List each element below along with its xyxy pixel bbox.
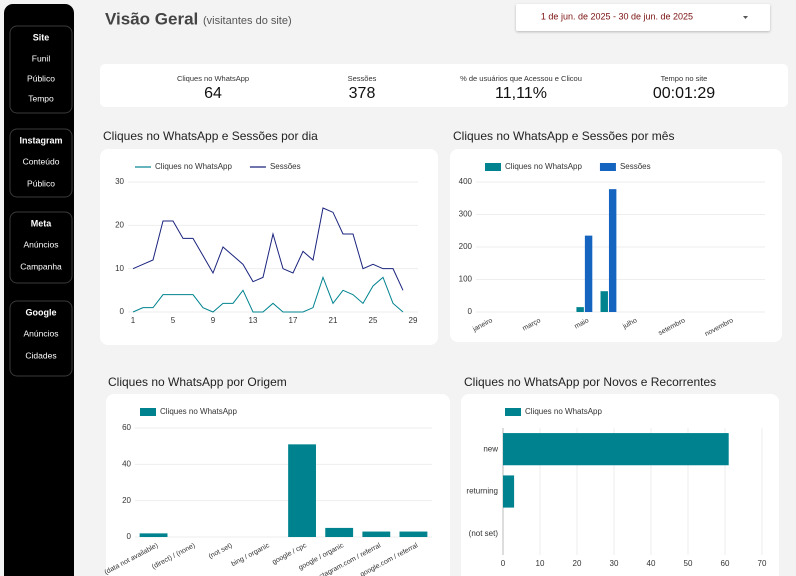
y-tick-label: 100 (459, 275, 473, 284)
y-tick-label: 10 (115, 264, 124, 273)
x-tick-label: 5 (171, 316, 176, 325)
sidebar-link[interactable]: Público (27, 73, 55, 83)
x-tick-label: 25 (369, 316, 378, 325)
chart-title: Cliques no WhatsApp e Sessões por dia (103, 129, 318, 143)
kpi-value: 00:01:29 (653, 85, 715, 102)
y-tick-label: 20 (122, 496, 131, 505)
bar (608, 189, 617, 312)
chart-title: Cliques no WhatsApp e Sessões por mês (453, 129, 674, 143)
x-tick-label: 9 (211, 316, 216, 325)
kpi-label: % de usuários que Acessou e Clicou (460, 74, 582, 83)
sidebar-group (9, 25, 73, 114)
sidebar-link[interactable]: Tempo (28, 93, 54, 103)
sidebar-link[interactable]: Funil (32, 53, 51, 63)
bar (399, 531, 428, 537)
y-tick-label: 60 (122, 423, 131, 432)
chart-card (106, 394, 450, 576)
x-tick-label: 17 (289, 316, 298, 325)
y-tick-label: 0 (120, 307, 125, 316)
sidebar-link[interactable]: Cidades (25, 350, 56, 360)
sidebar-group-title: Meta (31, 218, 52, 228)
legend-swatch (140, 408, 156, 416)
y-tick-label: (not set) (469, 529, 499, 538)
x-tick-label: 30 (610, 559, 619, 568)
bar (576, 307, 584, 312)
y-tick-label: 40 (122, 459, 131, 468)
page-subtitle: (visitantes do site) (203, 15, 292, 27)
x-tick-label: 0 (501, 559, 506, 568)
legend-label: Cliques no WhatsApp (160, 407, 237, 416)
line-series (132, 207, 404, 291)
x-tick-label: 13 (249, 316, 258, 325)
legend-label: Cliques no WhatsApp (505, 162, 582, 171)
x-tick-label: 50 (684, 559, 693, 568)
y-tick-label: 300 (459, 210, 473, 219)
y-tick-label: 0 (468, 307, 473, 316)
sidebar-link[interactable]: Campanha (20, 261, 62, 271)
sidebar-group-title: Google (26, 307, 57, 317)
kpi-card (100, 64, 788, 107)
sidebar-link[interactable]: Anúncios (24, 239, 59, 249)
legend-swatch (599, 163, 616, 171)
page-title: Visão Geral (105, 9, 198, 28)
kpi-value: 11,11% (495, 85, 547, 102)
y-tick-label: new (483, 444, 498, 453)
chart-title: Cliques no WhatsApp por Origem (108, 375, 287, 389)
x-tick-label: 20 (573, 559, 582, 568)
y-tick-label: 30 (115, 177, 124, 186)
x-tick-label: 1 (131, 316, 136, 325)
legend-swatch (505, 408, 521, 416)
sidebar-link[interactable]: Público (27, 178, 55, 188)
legend-label: Sessões (270, 162, 301, 171)
sidebar-group (9, 128, 73, 198)
bar (600, 291, 608, 312)
y-tick-label: 0 (127, 532, 132, 541)
bar (584, 235, 593, 312)
chart-card (100, 149, 438, 345)
legend-label: Cliques no WhatsApp (525, 407, 602, 416)
kpi-label: Cliques no WhatsApp (177, 74, 249, 83)
legend-label: Sessões (620, 162, 651, 171)
x-tick-label: 21 (329, 316, 338, 325)
bar (325, 527, 354, 537)
date-picker[interactable] (516, 4, 770, 31)
bar (503, 475, 515, 508)
chart-title: Cliques no WhatsApp por Novos e Recorren… (464, 375, 716, 389)
x-tick-label: 70 (758, 559, 767, 568)
x-tick-label: 10 (536, 559, 545, 568)
sidebar-group-title: Instagram (19, 135, 62, 145)
legend-label: Cliques no WhatsApp (155, 162, 232, 171)
sidebar-group (9, 300, 73, 377)
y-tick-label: 200 (459, 242, 473, 251)
x-tick-label: 60 (721, 559, 730, 568)
sidebar-group (9, 211, 73, 284)
kpi-label: Tempo no site (661, 74, 708, 83)
y-tick-label: returning (466, 487, 498, 496)
sidebar-group-title: Site (33, 32, 50, 42)
kpi-label: Sessões (348, 74, 377, 83)
kpi-value: 378 (349, 85, 376, 102)
line-series (132, 275, 404, 313)
dropdown-arrow[interactable] (743, 16, 748, 19)
bar (503, 433, 729, 466)
y-tick-label: 20 (115, 220, 124, 229)
bar (139, 533, 168, 537)
kpi-value: 64 (204, 85, 222, 102)
sidebar (4, 4, 74, 576)
bar (288, 444, 316, 537)
sidebar-link[interactable]: Anúncios (24, 328, 59, 338)
legend-swatch (485, 163, 501, 171)
sidebar-link[interactable]: Conteúdo (23, 156, 60, 166)
x-tick-label: 40 (647, 559, 656, 568)
y-tick-label: 400 (459, 177, 473, 186)
date-range[interactable]: 1 de jun. de 2025 - 30 de jun. de 2025 (541, 11, 693, 21)
bar (362, 531, 391, 537)
x-tick-label: 29 (409, 316, 418, 325)
